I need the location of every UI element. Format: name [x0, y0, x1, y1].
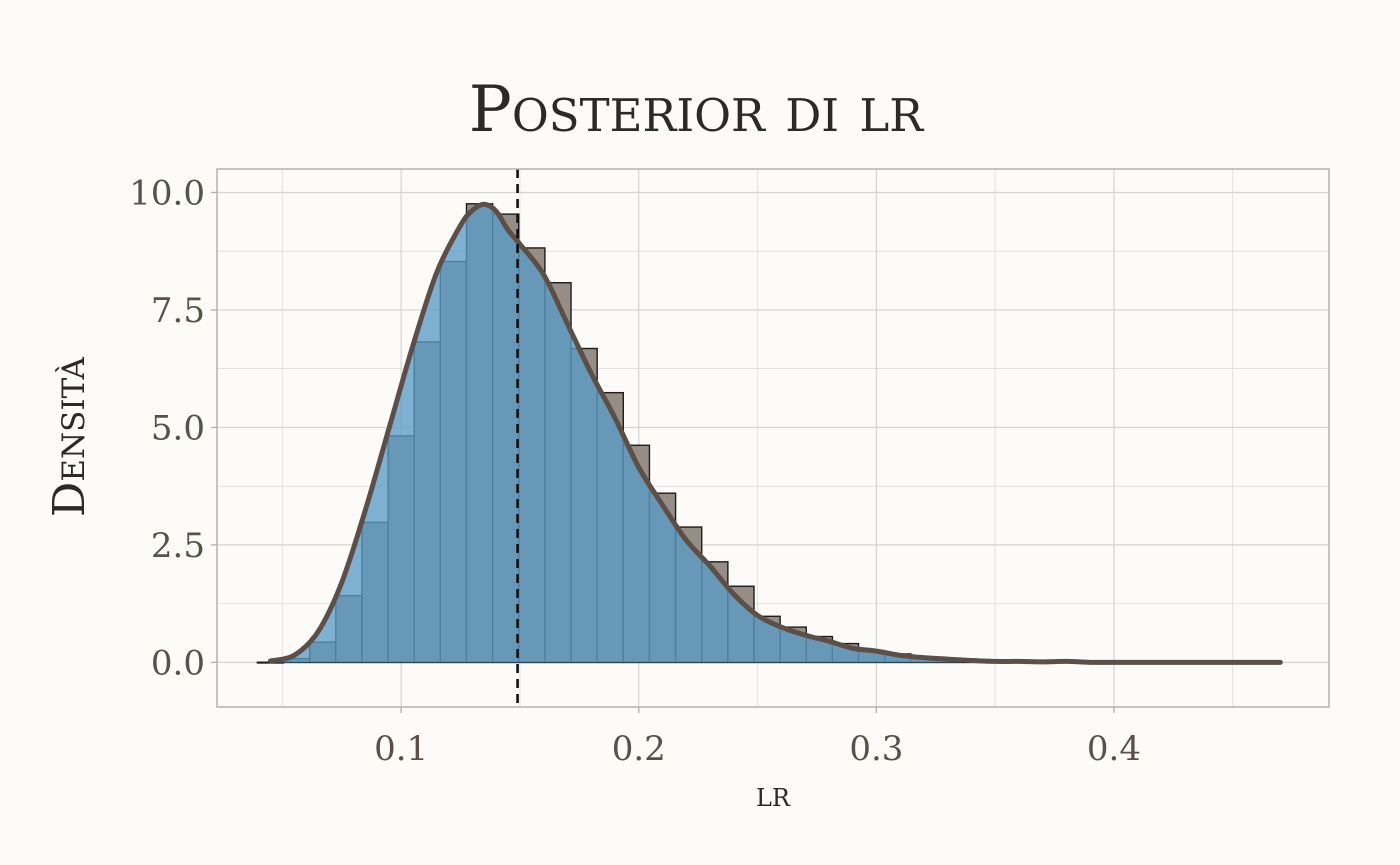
density-fill-area — [270, 204, 1281, 663]
x-axis-ticks: 0.1 0.2 0.3 0.4 — [374, 707, 1141, 769]
y-axis-ticks: 0.0 2.5 5.0 7.5 10.0 — [129, 173, 217, 683]
y-axis-title: Densità — [44, 356, 95, 516]
y-tick-label: 2.5 — [151, 526, 205, 566]
x-tick-label: 0.2 — [612, 729, 666, 769]
y-tick-label: 7.5 — [151, 291, 205, 331]
y-tick-label: 10.0 — [129, 173, 205, 213]
chart-title: Posterior di lr — [469, 73, 925, 147]
x-axis-title: lr — [756, 775, 791, 815]
x-tick-label: 0.4 — [1087, 729, 1141, 769]
y-tick-label: 5.0 — [151, 408, 205, 448]
density-curve-line — [267, 201, 1283, 665]
panel-border — [216, 168, 1330, 708]
y-tick-label: 0.0 — [151, 643, 205, 683]
x-tick-label: 0.1 — [374, 729, 428, 769]
x-tick-label: 0.3 — [849, 729, 903, 769]
